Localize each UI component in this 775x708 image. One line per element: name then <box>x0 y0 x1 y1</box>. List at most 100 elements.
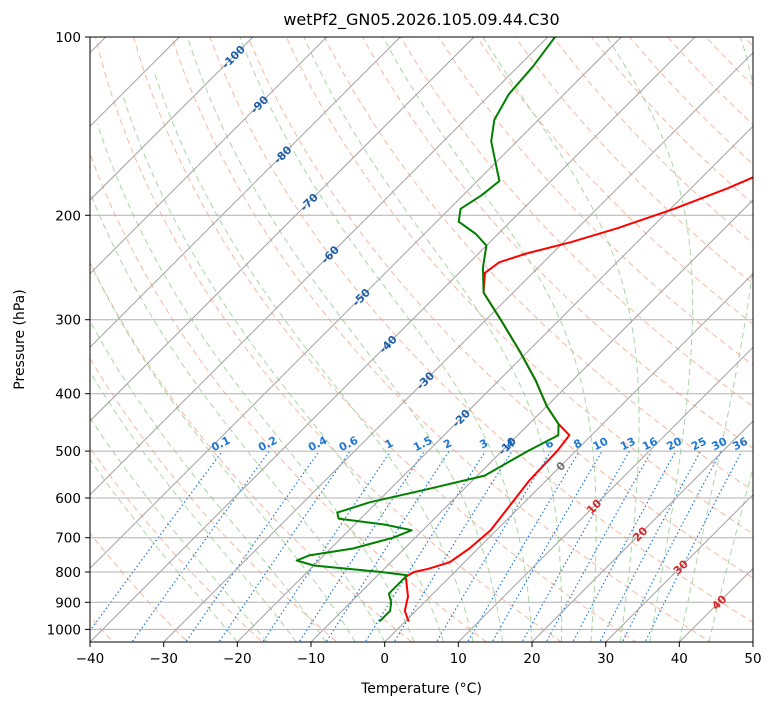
isotherm-line <box>90 37 401 349</box>
y-tick-label: 1000 <box>47 622 81 638</box>
dry-adiabat-line <box>552 37 753 245</box>
isotherm-line <box>531 420 753 642</box>
mixing-ratio-label: 36 <box>730 435 750 454</box>
dry-adiabat-line <box>94 37 563 642</box>
dry-adiabat-line <box>133 37 637 642</box>
y-tick-label: 300 <box>55 313 81 329</box>
dry-adiabat-line <box>769 24 775 654</box>
x-tick-label: 40 <box>671 651 688 667</box>
mixing-ratio-line <box>185 450 320 642</box>
moist-adiabat-line <box>122 94 445 642</box>
plot-frame <box>89 36 754 643</box>
dry-adiabat-line <box>362 37 753 449</box>
moist-adiabat-line <box>482 37 640 642</box>
moist-adiabat-line <box>708 465 753 642</box>
x-axis-label: Temperature (°C) <box>360 681 482 697</box>
dry-adiabat-line <box>90 532 189 642</box>
mixing-ratio-label: 10 <box>591 435 611 454</box>
mixing-ratio-line <box>644 450 743 642</box>
isotherm-line <box>384 272 753 642</box>
isotherm-label: 10 <box>584 497 604 517</box>
mixing-ratio-label: 2 <box>441 436 454 451</box>
moist-adiabat-line <box>90 416 268 642</box>
y-tick-label: 600 <box>55 491 81 507</box>
x-tick-label: −40 <box>76 651 105 667</box>
mixing-ratio-line <box>218 450 351 642</box>
dry-adiabat-line <box>90 446 264 642</box>
dry-adiabat-line <box>285 37 753 535</box>
isotherm-line <box>236 125 753 642</box>
isotherm-line <box>163 51 753 642</box>
mixing-ratio-label: 30 <box>710 435 730 454</box>
isotherm-line <box>605 493 753 642</box>
y-tick-label: 900 <box>55 595 81 611</box>
x-tick-label: 50 <box>744 651 761 667</box>
dry-adiabat-line <box>705 37 753 87</box>
mixing-ratio-line <box>466 450 580 642</box>
mixing-ratio-label: 16 <box>640 435 660 454</box>
isotherm-line <box>90 37 549 496</box>
moist-adiabat-line <box>154 72 474 642</box>
y-tick-label: 100 <box>55 30 81 46</box>
isotherm-line <box>90 37 475 422</box>
dewpoint-trace <box>295 37 560 623</box>
mixing-ratio-label: 13 <box>618 435 638 454</box>
moist-adiabat-line <box>239 37 533 642</box>
x-tick-label: −20 <box>223 651 252 667</box>
isotherm-line <box>90 37 696 642</box>
isotherm-line <box>310 199 753 642</box>
isotherm-line <box>90 37 328 275</box>
y-axis-label: Pressure (hPa) <box>12 289 28 389</box>
dry-adiabat-line <box>209 37 753 623</box>
y-tick-label: 700 <box>55 531 81 547</box>
x-tick-label: 10 <box>450 651 467 667</box>
isotherm-line <box>90 37 254 201</box>
x-tick-label: 20 <box>523 651 540 667</box>
mixing-ratio-label: 20 <box>664 435 684 454</box>
x-tick-label: 0 <box>380 651 389 667</box>
moist-adiabat-line <box>96 123 415 642</box>
chart-title: wetPf2_GN05.2026.105.09.44.C30 <box>283 10 560 29</box>
moist-adiabat-line <box>606 37 694 642</box>
isotherm-line <box>752 641 753 642</box>
y-tick-label: 400 <box>55 387 81 403</box>
moist-adiabat-line <box>303 37 563 642</box>
x-tick-label: −10 <box>297 651 326 667</box>
mixing-ratio-label: 1 <box>383 436 396 451</box>
moist-adiabat-line <box>90 320 327 642</box>
isotherm-line <box>678 567 753 642</box>
isotherm-line <box>457 346 753 642</box>
mixing-ratio-line <box>298 450 425 642</box>
moist-adiabat-line <box>90 370 297 642</box>
mixing-ratio-line <box>131 450 270 642</box>
dry-adiabat-line <box>90 261 413 642</box>
dry-adiabat-line <box>247 37 753 579</box>
y-tick-label: 500 <box>55 444 81 460</box>
x-tick-label: 30 <box>597 651 614 667</box>
moist-adiabat-line <box>382 37 597 642</box>
mixing-ratio-line <box>621 450 722 642</box>
dry-adiabat-line <box>476 37 753 325</box>
mixing-ratio-line <box>90 450 223 632</box>
dry-adiabat-line <box>90 357 338 642</box>
y-tick-label: 200 <box>55 208 81 224</box>
mixing-ratio-label: 6 <box>543 436 556 451</box>
dry-adiabat-line <box>400 37 753 407</box>
y-tick-label: 800 <box>55 565 81 581</box>
dry-adiabat-line <box>90 152 488 642</box>
dry-adiabat-line <box>438 37 753 366</box>
mixing-ratio-label: 25 <box>689 435 709 454</box>
mixing-ratio-line <box>262 450 392 642</box>
mixing-ratio-line <box>325 450 450 642</box>
x-tick-label: −30 <box>149 651 178 667</box>
dry-adiabat-line <box>171 37 712 642</box>
moist-adiabat-line <box>90 261 356 642</box>
mixing-ratio-line <box>599 450 702 642</box>
mixing-ratio-line <box>572 450 677 642</box>
moist-adiabat-line <box>187 37 503 642</box>
dry-adiabat-line <box>514 37 753 285</box>
dry-adiabat-line <box>667 37 753 126</box>
moist-adiabat-line <box>678 37 753 642</box>
